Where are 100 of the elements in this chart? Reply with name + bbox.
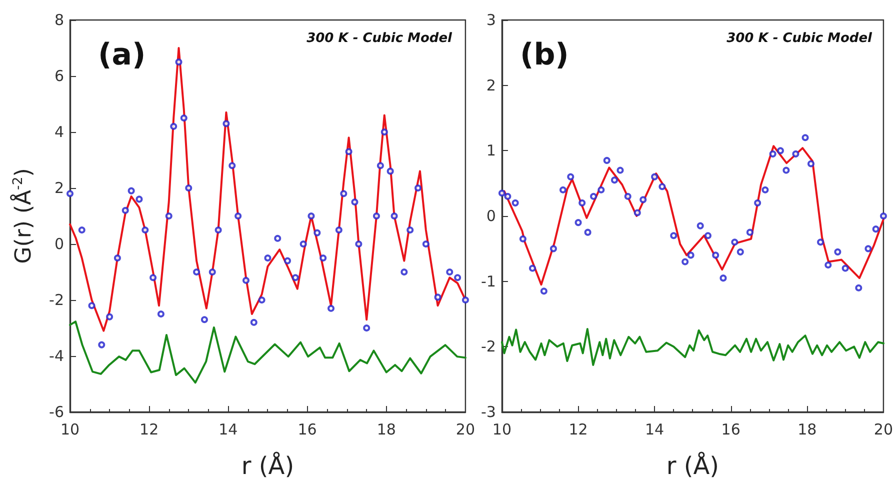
annotation: 300 K - Cubic Model [726,31,873,46]
point [300,240,307,248]
point [208,268,216,276]
point [340,190,348,198]
point [762,186,769,194]
point [720,274,727,282]
x-tick-label: 14 [645,420,664,438]
point [792,150,800,158]
point [712,252,720,259]
point [782,166,790,174]
point [292,274,299,282]
y-tick-label: 3 [486,11,496,29]
point [422,240,430,248]
point [434,294,442,301]
point [150,274,157,282]
point [335,226,342,234]
point [157,310,164,318]
y-tick-label: 2 [486,76,496,94]
point [550,245,557,252]
point [66,190,74,198]
point [880,212,887,220]
point [498,190,506,197]
point [414,184,422,192]
point [380,128,388,136]
y-tick-label: -2 [49,291,64,309]
point [603,156,610,164]
x-axis-title: r (Å) [666,451,720,480]
point [578,199,586,206]
point [746,228,754,236]
point [658,183,666,190]
point [128,187,135,194]
point [817,238,824,246]
point [106,313,114,320]
point [376,162,384,170]
point [390,212,398,220]
point [400,268,408,276]
point [682,258,689,266]
x-tick-label: 18 [798,420,817,438]
annotation: (a) [98,38,146,72]
point [258,296,266,304]
point [567,173,574,180]
point [834,248,842,256]
point [640,196,647,204]
point [824,262,832,268]
x-tick-label: 10 [492,420,512,438]
point [540,288,548,295]
point [584,228,592,236]
point [855,284,862,292]
point [214,226,222,234]
point [355,240,362,248]
point [170,122,178,130]
point [616,166,624,174]
point [180,114,188,122]
point [284,257,291,264]
point [624,192,632,200]
point [345,148,352,156]
y-tick-label: -6 [49,403,64,421]
x-tick-label: 12 [568,420,588,438]
point [222,120,230,128]
point [264,254,272,262]
point [611,176,618,184]
y-tick-label: 0 [486,207,496,225]
line-series [500,328,884,366]
point [320,254,327,262]
y-tick-label: -4 [49,347,64,365]
point [234,212,242,220]
point [528,264,536,272]
point [406,226,414,234]
x-tick-label: 16 [721,420,740,438]
point [519,235,526,242]
point [872,226,880,233]
point [504,192,512,200]
point [363,324,370,332]
point [651,173,658,180]
point [634,209,641,216]
y-tick-label: -2 [480,338,496,356]
point [696,222,704,230]
point [142,226,149,234]
point [687,252,694,259]
point [165,212,172,220]
point [308,212,315,220]
line-series [69,320,466,384]
point [590,192,598,200]
point [200,316,208,324]
y-tick-label: 2 [54,179,64,197]
point [704,232,712,240]
x-axis-title: r (Å) [241,451,294,480]
x-tick-label: 20 [874,420,894,438]
annotation: 300 K - Cubic Model [306,31,453,46]
annotation: (b) [520,38,569,72]
point [512,199,519,206]
point [807,160,814,168]
point [670,232,678,240]
point [242,276,250,284]
point [454,274,462,282]
point [314,229,321,236]
point [372,212,380,220]
point [274,234,282,242]
point [175,58,182,66]
point [114,254,121,262]
